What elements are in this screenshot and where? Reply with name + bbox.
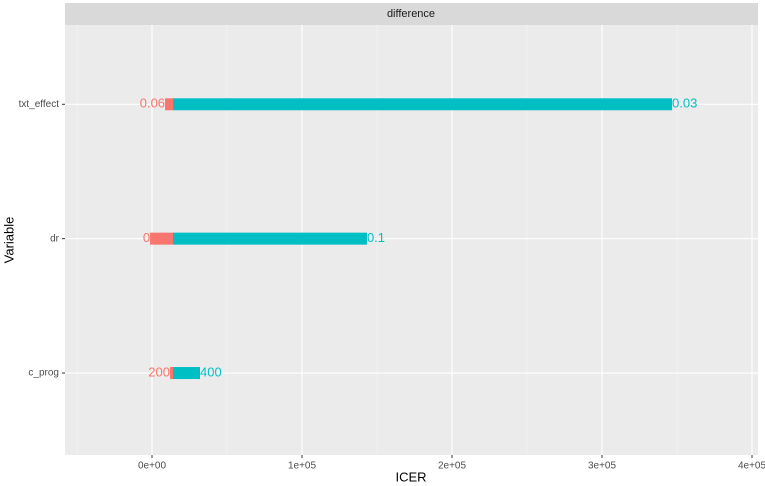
value-label: 0 (143, 230, 150, 245)
value-label: 200 (148, 364, 170, 379)
value-label: 0.1 (367, 230, 385, 245)
x-tick-label: 3e+05 (588, 461, 617, 472)
value-label: 0.06 (140, 96, 165, 111)
value-label: 400 (200, 364, 222, 379)
x-axis-label: ICER (395, 469, 426, 484)
bar-high (173, 367, 200, 380)
bar-low (150, 232, 173, 245)
strip-label: difference (387, 8, 435, 20)
value-label: 0.03 (672, 96, 697, 111)
bar-low (170, 367, 173, 380)
bar-low (165, 98, 173, 111)
x-tick-label: 4e+05 (738, 461, 765, 472)
x-tick-label: 2e+05 (438, 461, 467, 472)
y-tick-label: txt_effect (19, 99, 60, 110)
y-tick-label: c_prog (28, 368, 59, 379)
x-tick-label: 0e+00 (138, 461, 167, 472)
y-axis-label: Variable (1, 217, 16, 264)
y-tick-label: dr (50, 233, 60, 244)
x-tick-label: 1e+05 (288, 461, 317, 472)
bar-high (173, 232, 367, 245)
bar-high (173, 98, 673, 111)
strip (65, 3, 758, 25)
